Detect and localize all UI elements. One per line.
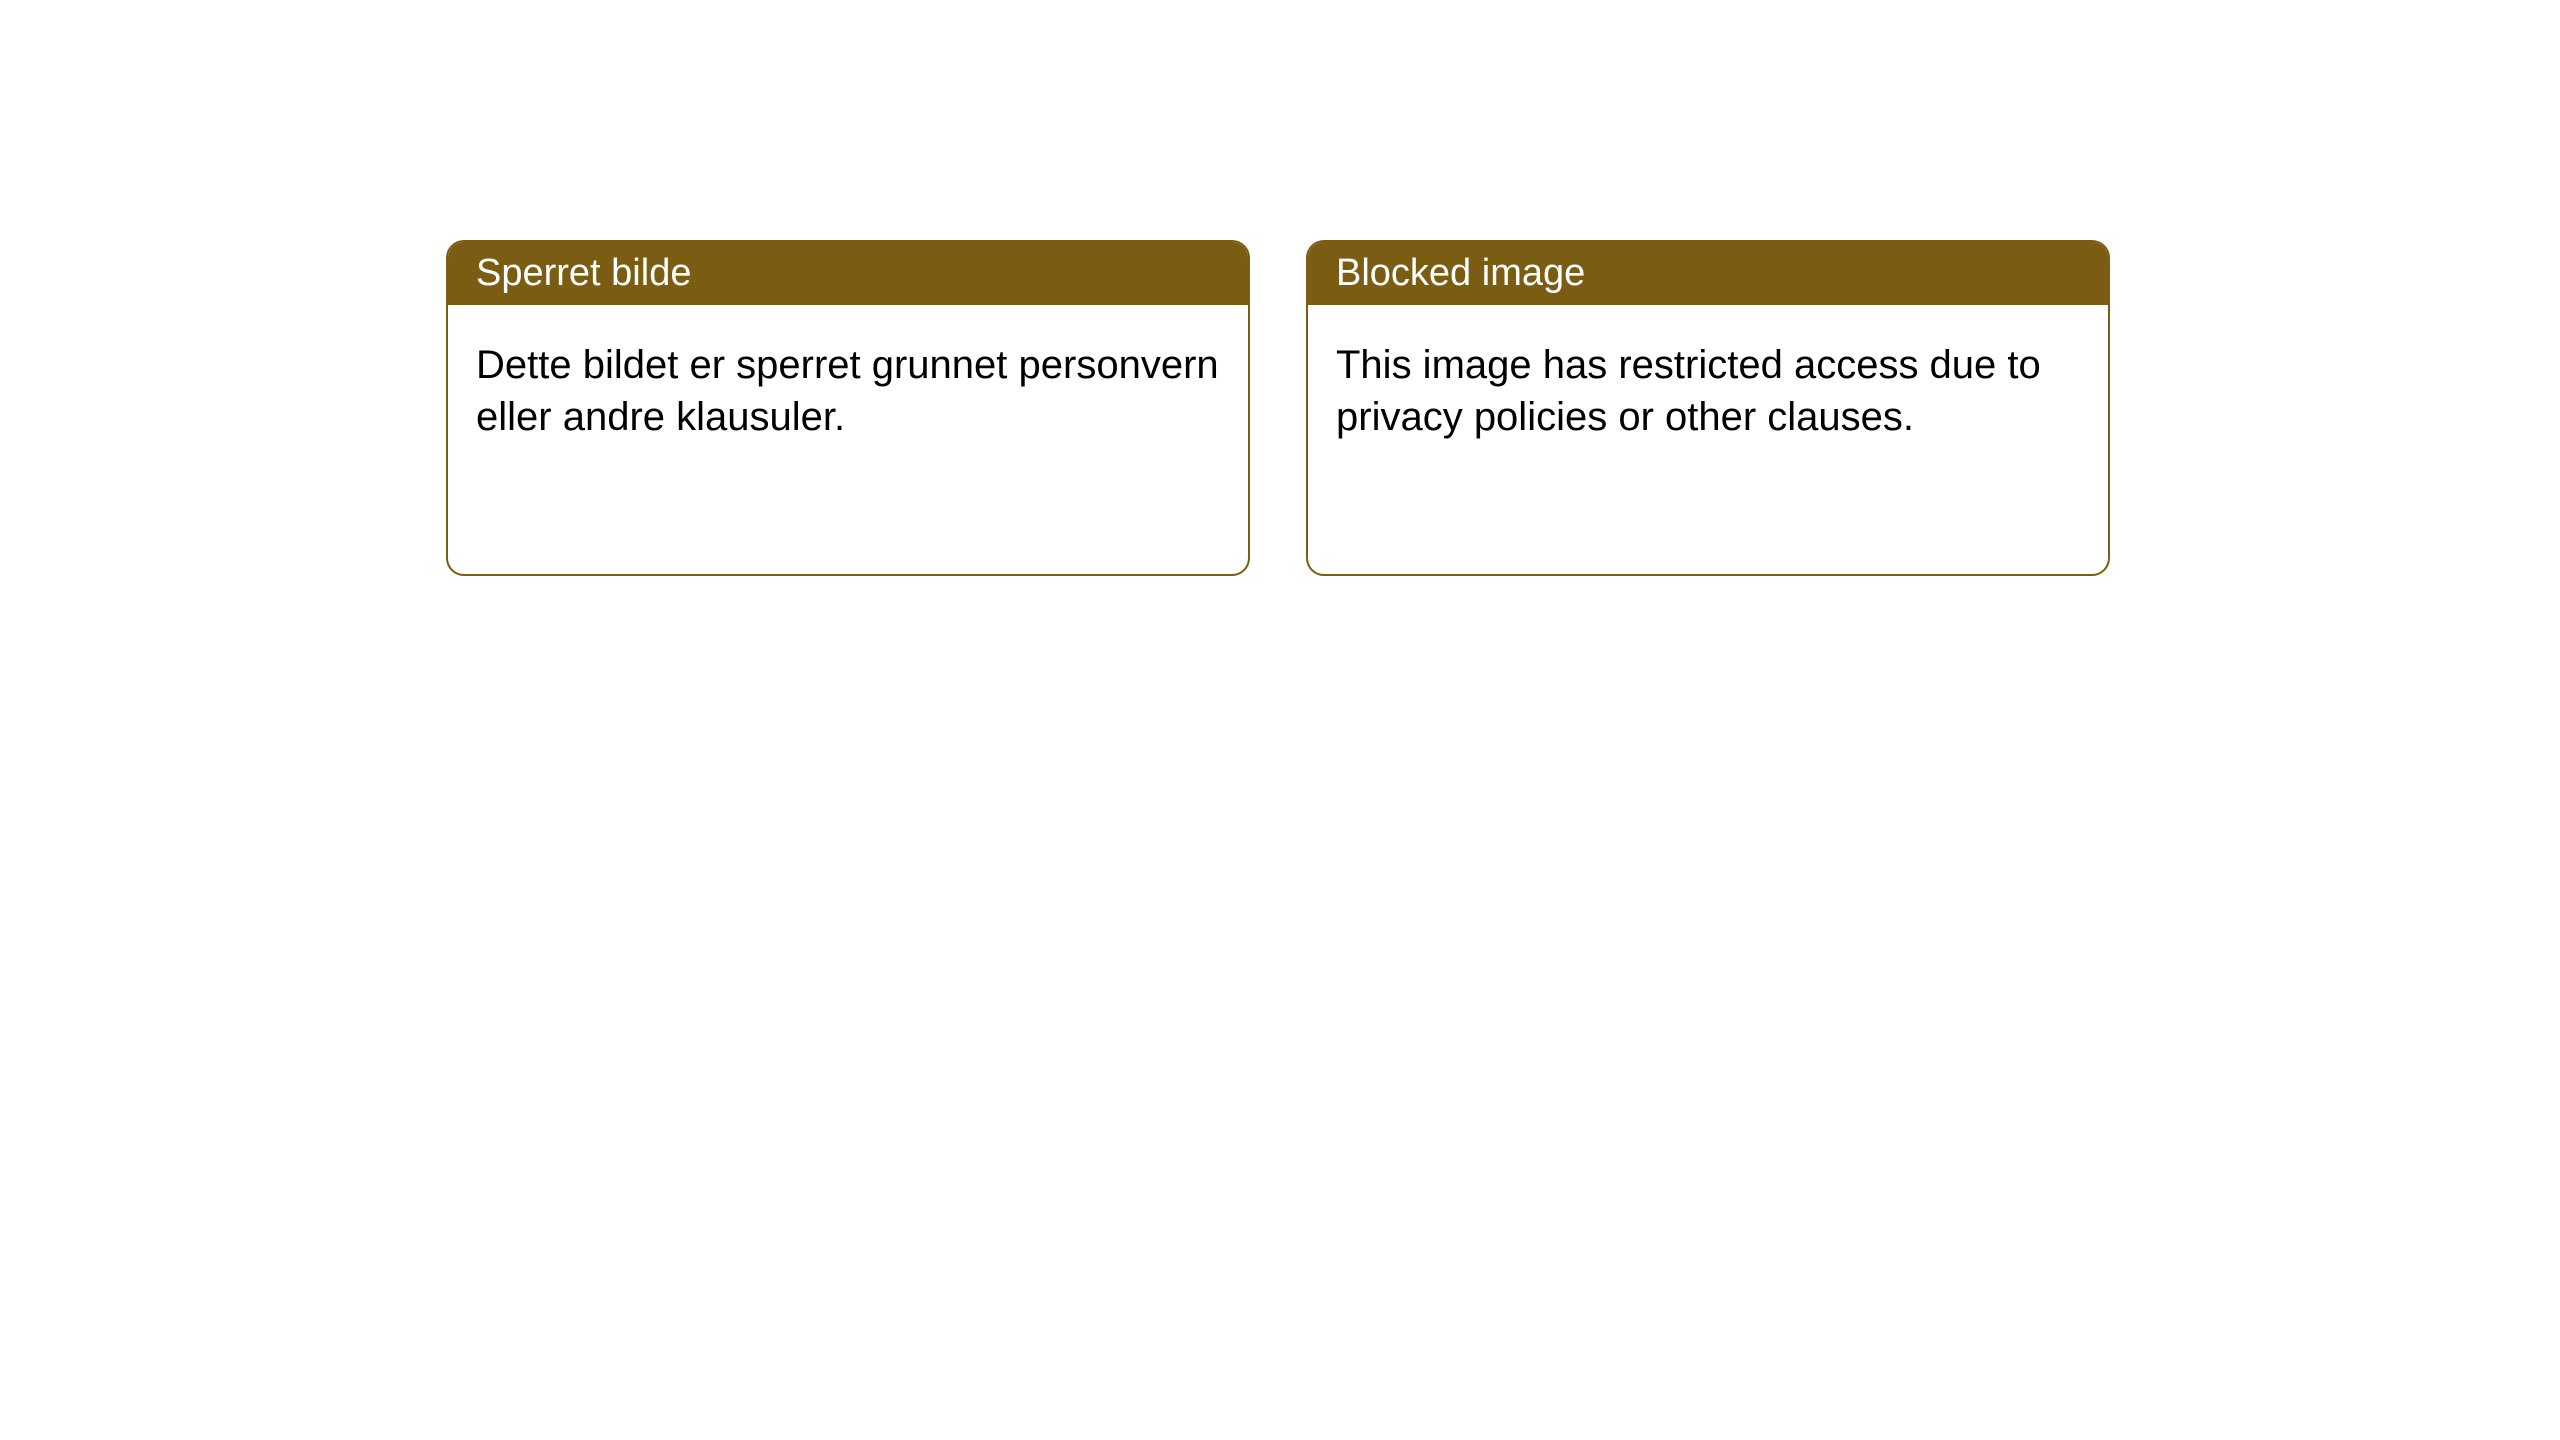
notice-header: Blocked image (1308, 242, 2108, 305)
notice-body: Dette bildet er sperret grunnet personve… (448, 305, 1248, 477)
notice-header: Sperret bilde (448, 242, 1248, 305)
notice-card-norwegian: Sperret bilde Dette bildet er sperret gr… (446, 240, 1250, 576)
notice-container: Sperret bilde Dette bildet er sperret gr… (446, 240, 2110, 576)
notice-body: This image has restricted access due to … (1308, 305, 2108, 477)
notice-card-english: Blocked image This image has restricted … (1306, 240, 2110, 576)
